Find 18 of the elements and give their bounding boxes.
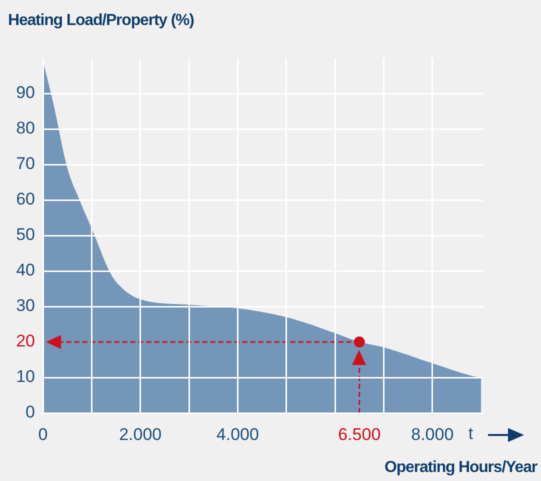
- y-tick-label: 60: [16, 190, 35, 209]
- y-tick-label: 10: [16, 367, 35, 386]
- x-axis-title: Operating Hours/Year: [384, 459, 537, 477]
- text: t: [468, 424, 474, 444]
- y-tick-label: 40: [16, 260, 35, 280]
- x-tick-label: 8.000: [411, 424, 454, 444]
- y-tick-label: 0: [26, 402, 35, 422]
- y-tick-label: 80: [16, 118, 35, 138]
- x-tick-label: 2.000: [119, 424, 162, 444]
- x-tick-label: 6.500: [338, 424, 381, 444]
- x-tick-label: 4.000: [216, 424, 259, 444]
- y-tick-label: 20: [16, 332, 35, 351]
- y-tick-label: 90: [16, 83, 35, 102]
- y-tick-label: 70: [16, 154, 35, 174]
- y-tick-label: 50: [16, 225, 35, 244]
- chart-title: Heating Load/Property (%): [8, 12, 194, 30]
- x-tick-label: 0: [38, 424, 48, 444]
- y-tick-label: 30: [16, 296, 35, 316]
